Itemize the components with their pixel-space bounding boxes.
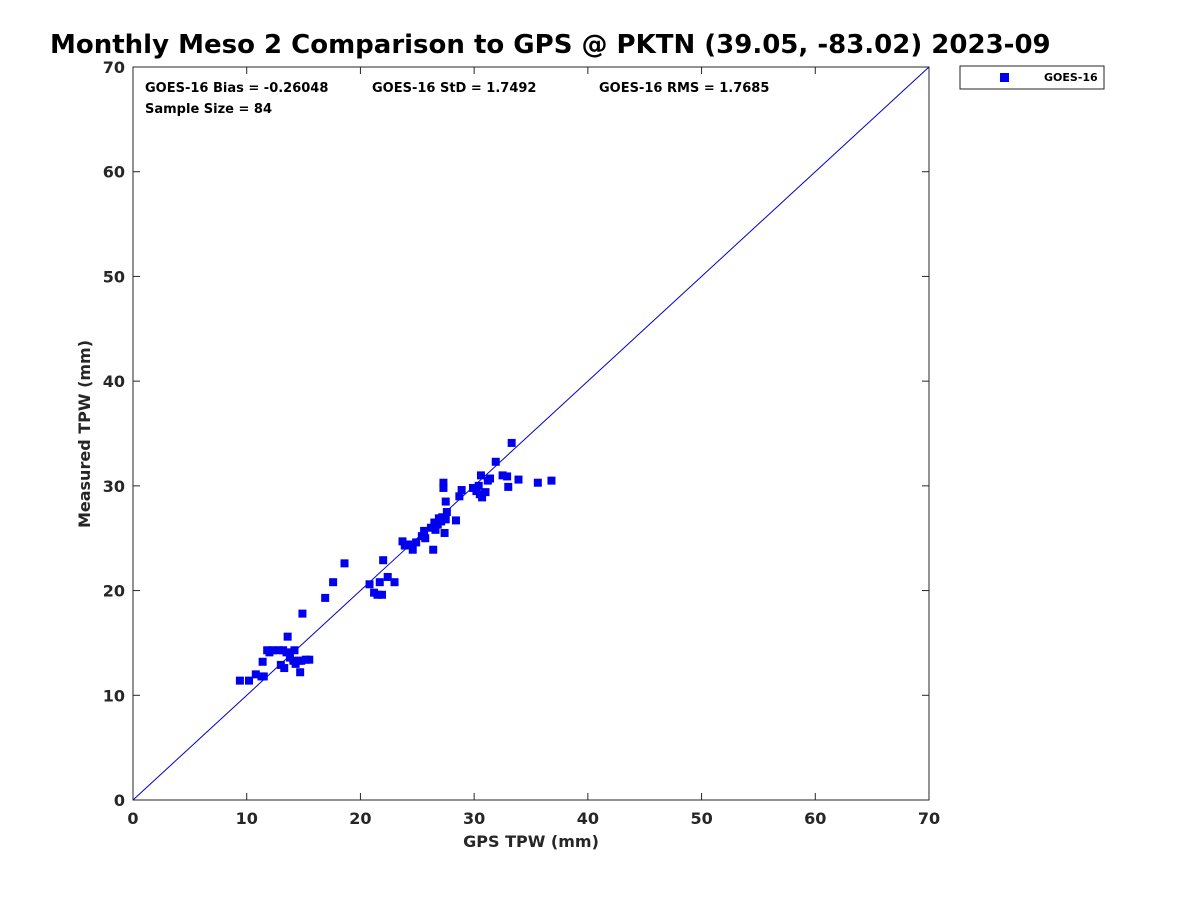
data-point [321, 593, 330, 602]
rms-stat: GOES-16 RMS = 1.7685 [599, 81, 769, 96]
data-point [481, 488, 490, 497]
data-point [514, 475, 523, 484]
data-point [439, 483, 448, 492]
data-point [426, 523, 435, 532]
data-point [283, 632, 292, 641]
data-point [442, 508, 451, 517]
x-tick-label: 70 [918, 809, 940, 828]
data-point [408, 545, 417, 554]
data-point [298, 609, 307, 618]
data-point [379, 556, 388, 565]
data-point [398, 537, 407, 546]
data-point [329, 578, 338, 587]
data-point [375, 578, 384, 587]
data-point [486, 474, 495, 483]
data-point [439, 478, 448, 487]
data-point [441, 515, 450, 524]
data-point [383, 572, 392, 581]
data-point [297, 656, 306, 665]
data-points [235, 438, 556, 685]
y-tick-label: 50 [103, 267, 125, 286]
x-tick-label: 0 [127, 809, 138, 828]
data-point [406, 540, 415, 549]
data-point [420, 526, 429, 535]
data-point [282, 648, 291, 657]
y-tick-label: 30 [103, 477, 125, 496]
data-point [478, 493, 487, 502]
data-point [244, 676, 253, 685]
plot-area-frame [132, 66, 930, 801]
data-point [455, 492, 464, 501]
data-point [280, 664, 289, 673]
std-stat: GOES-16 StD = 1.7492 [372, 81, 536, 96]
data-point [274, 646, 283, 655]
x-tick-label: 30 [463, 809, 485, 828]
data-point [365, 580, 374, 589]
y-tick-label: 70 [103, 58, 125, 77]
data-point [259, 672, 268, 681]
data-point [441, 497, 450, 506]
data-point [400, 541, 409, 550]
y-axis-label: Measured TPW (mm) [75, 340, 94, 528]
x-tick-label: 60 [804, 809, 826, 828]
data-point [429, 545, 438, 554]
sample-size-stat: Sample Size = 84 [145, 102, 272, 117]
y-tick-label: 20 [103, 582, 125, 601]
data-point [503, 472, 512, 481]
data-point [421, 534, 430, 543]
x-tick-label: 10 [236, 809, 258, 828]
x-axis-label: GPS TPW (mm) [463, 832, 599, 851]
x-tick-label: 40 [577, 809, 599, 828]
data-point [507, 438, 516, 447]
x-tick-label: 20 [349, 809, 371, 828]
y-axis-ticks: 0 10 20 30 40 50 60 70 [103, 58, 929, 810]
data-point [440, 528, 449, 537]
legend-marker-square [1000, 73, 1009, 82]
data-point [491, 457, 500, 466]
bias-stat: GOES-16 Bias = -0.26048 [145, 81, 328, 96]
data-point [498, 471, 507, 480]
x-tick-label: 50 [690, 809, 712, 828]
x-axis-ticks: 0 10 20 30 40 50 60 70 [127, 67, 940, 828]
data-point [476, 471, 485, 480]
one-to-one-reference-line [132, 66, 930, 801]
data-point [437, 517, 446, 526]
data-point [290, 646, 299, 655]
data-point [235, 676, 244, 685]
legend: GOES-16 [959, 65, 1105, 90]
data-point [457, 486, 466, 495]
data-point [412, 538, 421, 547]
y-tick-label: 0 [114, 791, 125, 810]
data-point [390, 578, 399, 587]
data-point [547, 476, 556, 485]
data-point [474, 481, 483, 490]
data-point [340, 559, 349, 568]
data-point [251, 670, 260, 679]
legend-box [959, 65, 1105, 90]
data-point [258, 657, 267, 666]
data-point [373, 590, 382, 599]
data-point [533, 478, 542, 487]
data-point [296, 668, 305, 677]
data-point [504, 482, 513, 491]
y-tick-label: 40 [103, 372, 125, 391]
chart-title: Monthly Meso 2 Comparison to GPS @ PKTN … [50, 30, 1051, 60]
data-point [451, 516, 460, 525]
data-point [378, 590, 387, 599]
y-tick-label: 10 [103, 686, 125, 705]
data-point [305, 655, 314, 664]
data-point [268, 646, 277, 655]
y-tick-label: 60 [103, 163, 125, 182]
legend-label-goes-16: GOES-16 [1044, 71, 1098, 84]
data-point [431, 525, 440, 534]
